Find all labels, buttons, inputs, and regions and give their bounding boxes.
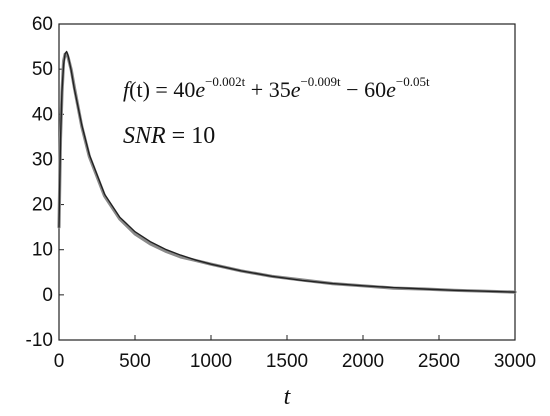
x-tick-label: 2500 [418, 351, 460, 372]
x-axis-label: t [284, 384, 292, 410]
y-tick-label: -10 [26, 330, 53, 351]
y-tick-label: 20 [32, 195, 53, 216]
x-tick-label: 1500 [266, 351, 308, 372]
x-tick-label: 1000 [190, 351, 232, 372]
x-tick-label: 3000 [494, 351, 536, 372]
series-layer [57, 50, 517, 294]
y-tick-label: 40 [32, 104, 53, 125]
y-tick-label: 50 [32, 59, 53, 80]
plot-area-frame [58, 23, 516, 341]
y-tick-label: 60 [32, 14, 53, 35]
formula-annotation: f(t) = 40e−0.002t + 35e−0.009t − 60e−0.0… [123, 74, 430, 102]
x-tick-label: 0 [54, 351, 65, 372]
y-tick-label: 30 [32, 149, 53, 170]
fitted-curve-line [58, 50, 516, 293]
x-tick-label: 2000 [342, 351, 384, 372]
snr-annotation: SNR = 10 [123, 123, 215, 149]
x-tick-label: 500 [119, 351, 151, 372]
x-axis-ticks: 0 500 1000 1500 2000 2500 3000 [54, 335, 536, 372]
y-tick-label: 10 [32, 240, 53, 261]
y-tick-label: 0 [42, 285, 53, 306]
